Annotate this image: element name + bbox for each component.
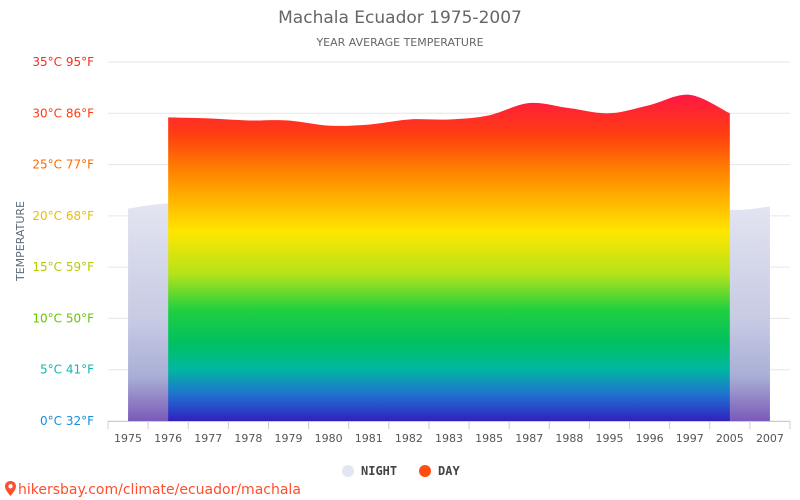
source-text: hikersbay.com/climate/ecuador/machala <box>18 482 301 498</box>
x-tick-label: 1995 <box>595 432 623 445</box>
chart-subtitle: YEAR AVERAGE TEMPERATURE <box>315 36 483 49</box>
x-tick-label: 1980 <box>315 432 343 445</box>
source-link[interactable]: hikersbay.com/climate/ecuador/machala <box>5 481 301 498</box>
x-tick-label: 1975 <box>114 432 142 445</box>
x-tick-label: 1987 <box>515 432 543 445</box>
x-tick-label: 1979 <box>275 432 303 445</box>
legend: NIGHT DAY <box>342 464 460 478</box>
x-tick-label: 1978 <box>234 432 262 445</box>
x-tick-label: 1996 <box>636 432 664 445</box>
legend-night-swatch <box>342 465 354 477</box>
legend-day-swatch <box>419 465 431 477</box>
y-tick-label: 30°C 86°F <box>32 106 94 120</box>
x-tick-label: 1985 <box>475 432 503 445</box>
x-tick-label: 2005 <box>716 432 744 445</box>
y-axis-ticks: 35°C 95°F 30°C 86°F 25°C 77°F 20°C 68°F 15°C… <box>32 55 94 428</box>
x-tick-label: 2007 <box>756 432 784 445</box>
y-tick-label: 15°C 59°F <box>32 260 94 274</box>
x-tick-label: 1997 <box>676 432 704 445</box>
day-area <box>168 94 730 422</box>
legend-item-day[interactable]: DAY <box>419 464 460 478</box>
chart-title: Machala Ecuador 1975-2007 <box>278 8 522 28</box>
y-tick-label: 20°C 68°F <box>32 209 94 223</box>
y-axis-label: TEMPERATURE <box>14 201 27 282</box>
y-tick-label: 5°C 41°F <box>40 363 94 377</box>
x-tick-label: 1988 <box>555 432 583 445</box>
legend-night-label: NIGHT <box>361 464 397 478</box>
x-tick-label: 1976 <box>154 432 182 445</box>
y-tick-label: 35°C 95°F <box>32 55 94 69</box>
x-tick-label: 1983 <box>435 432 463 445</box>
x-tick-label: 1982 <box>395 432 423 445</box>
y-tick-label: 25°C 77°F <box>32 158 94 172</box>
legend-item-night[interactable]: NIGHT <box>342 464 397 478</box>
y-tick-label: 0°C 32°F <box>40 414 94 428</box>
x-tick-label: 1981 <box>355 432 383 445</box>
x-tick-label: 1977 <box>194 432 222 445</box>
plot-areas <box>128 94 770 422</box>
y-tick-label: 10°C 50°F <box>32 311 94 325</box>
legend-day-label: DAY <box>438 464 460 478</box>
x-axis: 1975 1976 1977 1978 1979 1980 1981 1982 1983 1985… <box>107 421 791 445</box>
location-pin-icon <box>5 481 16 496</box>
